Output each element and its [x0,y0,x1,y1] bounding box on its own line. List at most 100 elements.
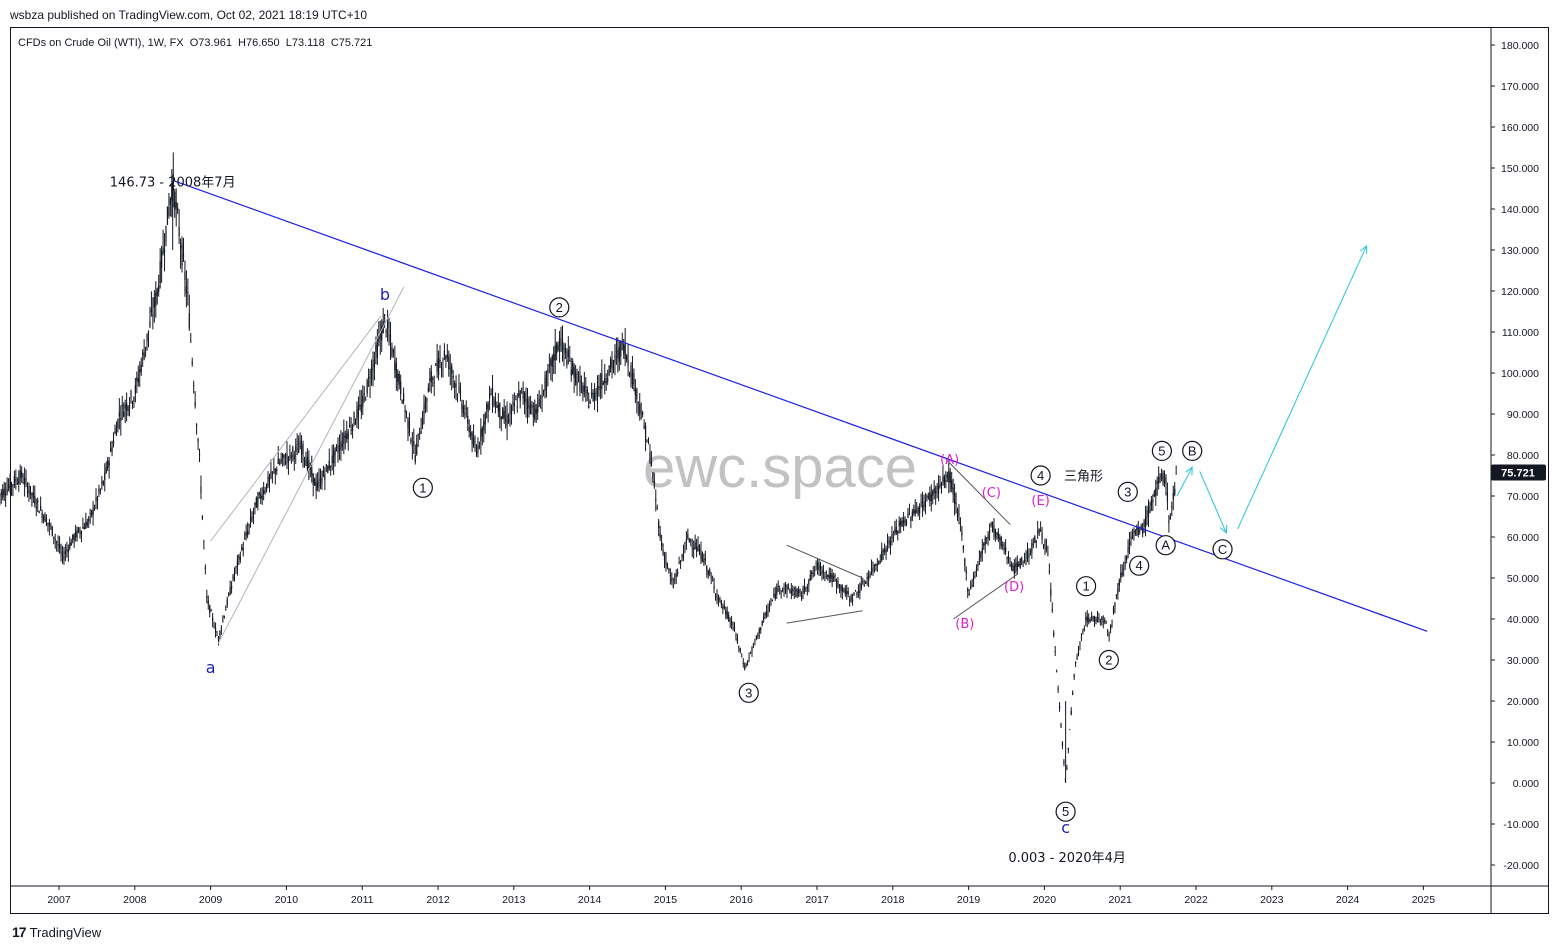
candle-body [56,541,58,543]
candle [188,294,190,331]
candle [38,510,40,514]
candle-body [42,516,45,521]
candle-body [679,560,682,563]
candle-body [972,575,975,581]
candle [971,578,973,588]
candle-body [284,461,287,464]
candle [82,517,84,530]
candle-body [830,573,832,579]
projection-arrowhead [1219,524,1228,534]
candle-body [609,359,612,368]
candle [410,437,412,445]
candle [602,380,604,386]
candle-body [1153,491,1155,497]
candle [821,566,823,581]
candle-body [449,367,451,369]
candle-body [1155,487,1157,497]
candle-body [1000,537,1002,547]
candle-body [45,518,48,525]
wave-number: 5 [1062,804,1069,819]
candle-body [1136,527,1138,531]
candle [1165,474,1167,496]
candle [943,474,946,489]
candles-group [0,152,1177,782]
y-tick-label: 30.000 [1507,655,1539,667]
candle-body [1015,563,1017,567]
candle-body [716,594,718,598]
candle-body [904,517,906,525]
candle-body [971,584,973,587]
candle [45,514,48,527]
candle-body [77,527,80,532]
candle [391,342,393,358]
candle-body [216,635,218,636]
candle-body [818,563,820,571]
candle [394,345,396,379]
candle [142,349,144,367]
candle [741,653,743,658]
tradingview-logo[interactable]: 17 TradingView [12,924,101,940]
candle [754,638,756,646]
last-price-badge [1491,464,1546,481]
candle [701,551,704,563]
candle [1082,628,1084,635]
candle-body [1143,520,1145,527]
candle-body [311,467,313,476]
candle [827,574,829,581]
candle-body [128,404,131,409]
candle [1166,482,1169,511]
wave-label-circled: 3 [1117,481,1138,502]
candle [716,589,718,605]
candle [187,278,189,306]
candle-body [1109,624,1112,630]
candle [630,362,632,388]
candle-body [693,548,695,550]
candle [80,530,83,543]
candle-body [446,354,448,358]
candle [1021,556,1023,566]
candle [720,599,722,609]
candle [462,399,464,418]
last-price-label: 75.721 [1501,468,1535,480]
candle-body [1098,618,1100,620]
candle [1111,619,1113,628]
candle-body [468,426,470,433]
candle-body [159,261,161,284]
candle-body [1079,644,1081,646]
candle-body [477,445,479,453]
candle [435,363,437,366]
candle [620,340,622,366]
candle-body [346,433,348,440]
candle-body [338,444,341,451]
candle-body [1019,558,1021,568]
candle [442,357,444,378]
candle-body [1007,557,1010,559]
candle [961,525,963,541]
candle [1107,628,1109,637]
candle [1015,557,1017,574]
candle-body [21,471,23,478]
candle [268,473,271,493]
candle-body [1130,536,1132,538]
candle [155,281,157,318]
candle [1175,465,1177,475]
candle-body [472,437,475,446]
candle [118,398,120,430]
candle-body [936,486,938,490]
candle [131,400,134,410]
candle [531,400,533,415]
candle [267,471,269,488]
candle-body [714,593,717,595]
candle [598,374,600,397]
candle-body [841,585,843,592]
candle-body [774,593,776,599]
candle [736,633,739,645]
candle-body [124,404,126,409]
candle-body [821,571,823,574]
candle [500,416,502,432]
candle [996,531,998,540]
candle [236,554,239,576]
wave-number: A [1161,538,1170,553]
candle-body [1066,767,1068,769]
